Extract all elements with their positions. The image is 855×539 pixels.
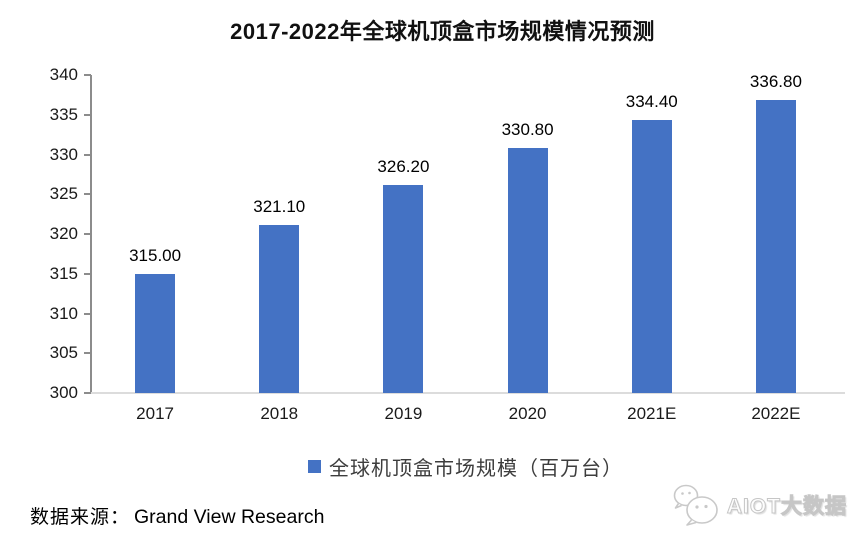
value-label-2019: 326.20	[377, 156, 430, 176]
x-label-2017: 2017	[136, 404, 174, 423]
bar-2018	[259, 225, 300, 393]
x-label-2019: 2019	[384, 404, 423, 423]
y-tick-315	[84, 272, 91, 275]
y-axis-line	[90, 75, 92, 394]
y-tick-label-325: 325	[49, 184, 78, 204]
legend-marker	[308, 459, 321, 473]
y-tick-320	[84, 233, 91, 235]
chart-title: 2017-2022年全球机顶盒市场规模情况预测	[230, 19, 655, 44]
legend-label: 全球机顶盒市场规模（百万台）	[329, 457, 623, 480]
source-prefix-label: 数据来源：	[30, 507, 131, 528]
wechat-icon	[673, 484, 718, 526]
watermark: AIOT大数据	[671, 480, 847, 530]
bar-2019	[383, 184, 424, 393]
value-label-2021E: 334.40	[625, 91, 678, 111]
y-tick-300	[84, 392, 91, 394]
y-tick-label-335: 335	[49, 104, 78, 124]
y-tick-label-300: 300	[49, 383, 78, 402]
bar-2017	[135, 273, 176, 393]
x-label-2020: 2020	[508, 404, 547, 423]
y-tick-label-320: 320	[49, 224, 78, 243]
bar-2022E	[755, 100, 796, 393]
y-tick-label-310: 310	[49, 303, 78, 323]
x-axis-line	[91, 392, 845, 394]
legend: 全球机顶盒市场规模（百万台）	[93, 453, 838, 480]
bar-2021E	[631, 119, 672, 393]
y-tick-label-315: 315	[49, 263, 78, 283]
y-tick-label-305: 305	[49, 343, 78, 363]
bar-2020	[507, 148, 548, 393]
source-note: 数据来源： Grand View Research	[30, 502, 324, 528]
watermark-text: AIOT大数据	[726, 495, 847, 519]
y-tick-335	[84, 113, 91, 116]
y-tick-330	[84, 153, 91, 156]
value-label-2020: 330.80	[501, 120, 554, 140]
y-tick-310	[84, 312, 91, 315]
value-label-2018: 321.10	[253, 197, 306, 217]
y-tick-label-340: 340	[49, 65, 78, 84]
value-label-2017: 315.00	[129, 245, 182, 265]
source-name-label: Grand View Research	[134, 506, 325, 528]
y-tick-305	[84, 352, 91, 355]
y-tick-325	[84, 193, 91, 196]
y-tick-340	[84, 74, 91, 76]
value-label-2022E: 336.80	[749, 72, 802, 92]
y-tick-label-330: 330	[49, 144, 78, 164]
x-label-2021E: 2021E	[627, 404, 677, 423]
x-label-2018: 2018	[260, 404, 299, 423]
x-label-2022E: 2022E	[751, 404, 801, 423]
